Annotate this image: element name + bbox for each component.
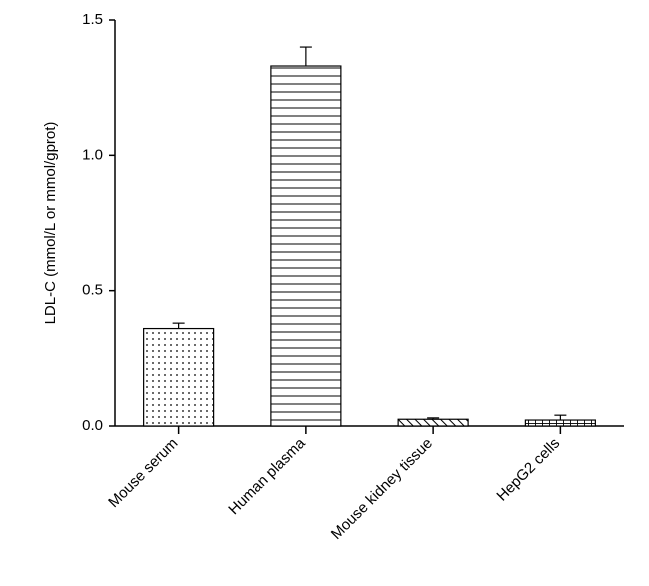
ldlc-bar-chart: 0.0 0.5 1.0 1.5 LDL-C (mmol/L or mmol/gprot)… bbox=[0, 0, 649, 586]
y-tick-label: 0.0 bbox=[82, 417, 103, 434]
y-tick-label: 1.5 bbox=[82, 11, 103, 28]
y-tick-label: 0.5 bbox=[82, 282, 103, 299]
y-axis-title: LDL-C (mmol/L or mmol/gprot) bbox=[42, 122, 59, 325]
bar bbox=[271, 66, 341, 426]
bar bbox=[398, 419, 468, 426]
bar bbox=[144, 329, 214, 426]
chart-container: 0.0 0.5 1.0 1.5 LDL-C (mmol/L or mmol/gprot)… bbox=[0, 0, 649, 586]
y-tick-label: 1.0 bbox=[82, 146, 103, 163]
bar bbox=[525, 420, 595, 426]
